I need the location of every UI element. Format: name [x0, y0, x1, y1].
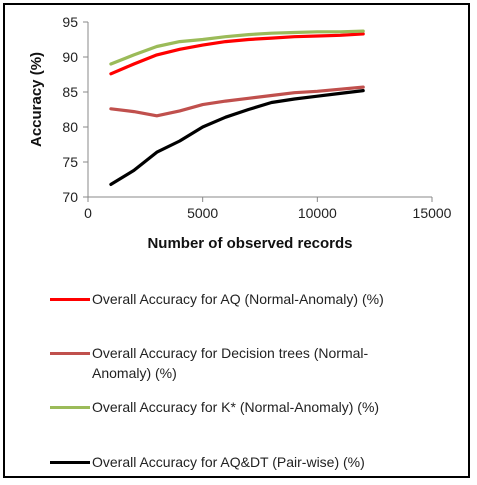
x-axis-label: Number of observed records: [147, 235, 352, 252]
legend-item-aq: Overall Accuracy for AQ (Normal-Anomaly)…: [50, 289, 460, 309]
legend-item-aq-dt: Overall Accuracy for AQ&DT (Pair-wise) (…: [50, 452, 460, 472]
series-line-3: [109, 29, 365, 66]
legend-label: Overall Accuracy for AQ (Normal-Anomaly)…: [92, 291, 384, 307]
y-tick-label: 85: [62, 84, 78, 100]
legend-swatch: [50, 298, 90, 301]
x-tick-label: 10000: [298, 205, 337, 221]
y-tick-label: 80: [62, 119, 78, 135]
y-tick-label: 70: [62, 189, 78, 205]
y-tick-label: 90: [62, 49, 78, 65]
series-line-2: [109, 85, 365, 118]
series-line-1: [109, 32, 365, 76]
x-tick-label: 0: [84, 205, 92, 221]
y-tick-label: 75: [62, 154, 78, 170]
y-tick-label: 95: [62, 14, 78, 30]
legend-item-kstar: Overall Accuracy for K* (Normal-Anomaly)…: [50, 397, 460, 417]
plot-area: 70 75 80 85 90 95 0 5000 10000 15000: [62, 14, 451, 221]
legend-label: Overall Accuracy for K* (Normal-Anomaly)…: [92, 399, 380, 415]
legend-item-decision-trees: Overall Accuracy for Decision trees (Nor…: [50, 343, 380, 383]
x-tick-label: 15000: [413, 205, 452, 221]
legend-label: Overall Accuracy for AQ&DT (Pair-wise) (…: [92, 454, 365, 470]
line-chart: 70 75 80 85 90 95 0 5000 10000 15000 Number of ob…: [28, 14, 452, 252]
legend-swatch: [50, 461, 90, 464]
x-tick-label: 5000: [187, 205, 218, 221]
legend-label: Overall Accuracy for Decision trees (Nor…: [92, 345, 369, 381]
y-axis-label: Accuracy (%): [28, 52, 45, 147]
series-line-4: [109, 88, 365, 186]
chart-frame: 70 75 80 85 90 95 0 5000 10000 15000 Number of ob…: [3, 3, 470, 478]
legend-swatch: [50, 406, 90, 409]
legend-swatch: [50, 352, 90, 355]
